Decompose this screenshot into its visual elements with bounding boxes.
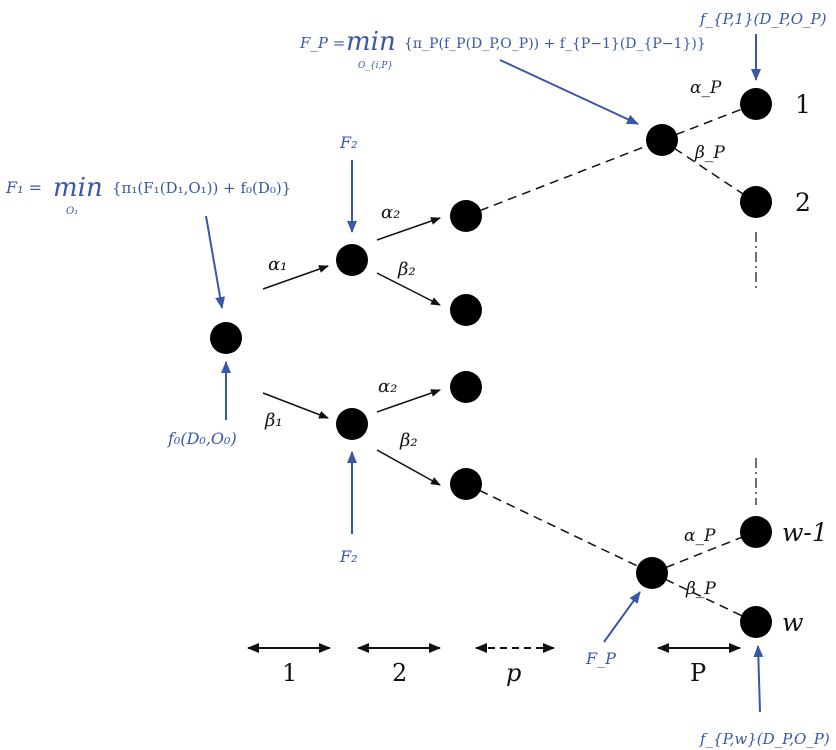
edge-label-alpha2-bottom: α₂: [378, 376, 397, 397]
node-stage1-beta: [336, 408, 368, 440]
dashed-edge-bottom-main: [465, 483, 653, 574]
edge-label-beta2-top: β₂: [397, 259, 416, 280]
edge-beta2-bottom: [376, 449, 441, 486]
node-outcome-2: [740, 186, 772, 218]
edge-label-alphaP-top: α_P: [690, 78, 722, 98]
label-f0: f₀(D₀,O₀): [167, 429, 237, 448]
node-stage2-1: [450, 200, 482, 232]
formula-FP: F_P = min O_{i,P} {π_P(f_P(D_P,O_P)) + f…: [299, 27, 706, 71]
label-FP-bottom: F_P: [585, 649, 616, 668]
edge-label-beta1: β₁: [264, 410, 283, 431]
node-stage2-2: [450, 294, 482, 326]
formula-F1-lhs: F₁ =: [5, 178, 42, 197]
edge-beta2-top: [376, 272, 441, 306]
label-fPw: f_{P,w}(D_P,O_P): [699, 730, 830, 748]
formula-F1: F₁ = min O₁ {π₁(F₁(D₁,O₁)) + f₀(D₀)}: [5, 173, 291, 217]
edge-label-alpha2-top: α₂: [381, 202, 400, 223]
node-root: [210, 322, 242, 354]
node-outcome-1: [740, 88, 772, 120]
dashed-edge-alphaP-bottom: [651, 531, 756, 574]
stage-label-2: 2: [392, 659, 407, 687]
edge-beta1: [262, 392, 329, 419]
node-stage2-4: [450, 468, 482, 500]
formula-FP-body: {π_P(f_P(D_P,O_P)) + f_{P−1}(D_{P−1})}: [404, 36, 706, 52]
label-F2-top: F₂: [339, 133, 358, 152]
edge-alpha1: [262, 265, 329, 290]
stage-label-p: p: [506, 659, 521, 687]
node-stageP-bottom: [636, 557, 668, 589]
edge-label-alphaP-bottom: α_P: [684, 526, 716, 546]
edge-alpha2-top: [376, 217, 441, 241]
arrow-fPw-to-outcomew: [753, 645, 764, 713]
edge-alpha2-bottom: [376, 389, 441, 413]
node-outcome-w1: [740, 516, 772, 548]
dashed-edge-betaP-bottom: [651, 572, 756, 623]
edge-label-alpha1: α₁: [268, 254, 287, 275]
node-stage1-alpha: [336, 244, 368, 276]
edge-label-betaP-bottom: β_P: [685, 579, 716, 599]
stage-label-1: 1: [282, 659, 297, 687]
node-outcome-w: [740, 606, 772, 638]
formula-F1-sub: O₁: [66, 206, 78, 217]
formula-FP-sub: O_{i,P}: [358, 61, 393, 71]
arrow-FP-to-node: [499, 59, 639, 125]
dashed-edge-alphaP-top: [661, 103, 756, 141]
arrow-F1-to-root: [205, 215, 226, 309]
outcome-label-w1: w-1: [782, 518, 828, 547]
node-stageP-top: [646, 124, 678, 156]
dashed-edge-top-main: [465, 139, 663, 217]
outcome-label-w: w: [782, 608, 803, 637]
formula-F1-body: {π₁(F₁(D₁,O₁)) + f₀(D₀)}: [112, 179, 291, 197]
formula-F1-min: min: [53, 173, 103, 203]
stage-label-P: P: [690, 659, 706, 687]
formula-FP-min: min: [346, 27, 396, 57]
edge-label-beta2-bottom: β₂: [399, 430, 418, 451]
dashed-edge-betaP-top: [661, 139, 756, 203]
node-stage2-3: [450, 371, 482, 403]
outcome-label-1: 1: [795, 90, 811, 119]
label-F2-bottom: F₂: [339, 547, 358, 566]
formula-FP-lhs: F_P =: [299, 34, 345, 52]
label-fP1: f_{P,1}(D_P,O_P): [699, 10, 827, 28]
outcome-label-2: 2: [795, 188, 811, 217]
arrow-FP-bottom: [603, 591, 641, 643]
edge-label-betaP-top: β_P: [694, 143, 725, 163]
